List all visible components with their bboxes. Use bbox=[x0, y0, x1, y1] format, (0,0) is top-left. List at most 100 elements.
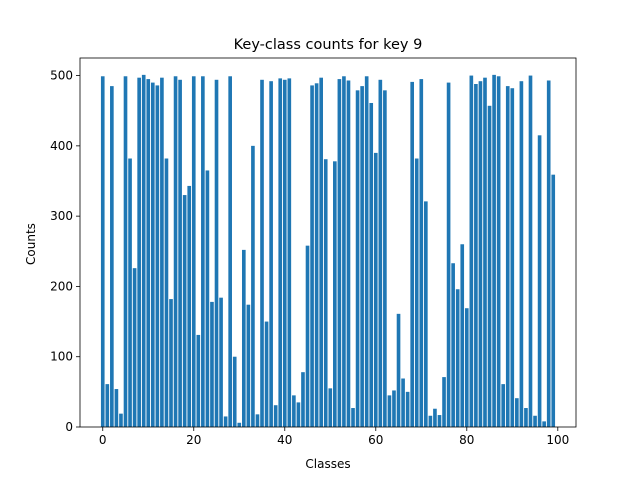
bar-class-82 bbox=[474, 84, 478, 428]
bar-class-44 bbox=[301, 372, 305, 427]
bar-class-52 bbox=[337, 79, 342, 427]
bar-class-79 bbox=[460, 244, 465, 427]
bar-class-51 bbox=[333, 161, 337, 427]
bar-class-69 bbox=[414, 158, 419, 427]
bar-class-16 bbox=[173, 76, 178, 427]
bar-class-41 bbox=[287, 78, 292, 427]
bar-class-67 bbox=[405, 391, 410, 427]
bar-class-38 bbox=[273, 405, 278, 427]
x-tick-label: 60 bbox=[368, 433, 383, 447]
bar-class-21 bbox=[196, 334, 201, 427]
bar-class-81 bbox=[469, 75, 474, 428]
bar-class-18 bbox=[182, 195, 187, 427]
bar-class-62 bbox=[383, 90, 387, 428]
bars-group bbox=[100, 74, 556, 428]
bar-class-8 bbox=[137, 77, 141, 428]
bar-class-74 bbox=[437, 415, 442, 427]
bar-class-63 bbox=[387, 395, 392, 427]
bar-class-55 bbox=[351, 408, 355, 427]
bar-class-90 bbox=[510, 88, 515, 428]
y-tick-label: 500 bbox=[50, 69, 73, 83]
x-tick-label: 0 bbox=[99, 433, 107, 447]
bar-class-53 bbox=[342, 76, 346, 427]
bar-class-83 bbox=[478, 81, 483, 428]
y-tick-label: 100 bbox=[50, 350, 73, 364]
bar-class-75 bbox=[442, 377, 446, 427]
bar-class-10 bbox=[146, 79, 151, 427]
bar-class-91 bbox=[515, 398, 519, 427]
bar-class-89 bbox=[505, 86, 510, 427]
bar-class-25 bbox=[214, 79, 219, 427]
bar-class-59 bbox=[369, 102, 374, 428]
bar-class-76 bbox=[446, 82, 451, 427]
bar-class-19 bbox=[187, 185, 192, 427]
bar-class-58 bbox=[364, 76, 369, 427]
bar-class-27 bbox=[223, 416, 228, 427]
bar-class-71 bbox=[424, 201, 428, 427]
bar-class-97 bbox=[542, 421, 546, 427]
bar-class-96 bbox=[537, 135, 542, 428]
bar-class-84 bbox=[483, 77, 487, 428]
bar-class-73 bbox=[433, 408, 437, 427]
bar-class-39 bbox=[278, 78, 283, 427]
bar-class-9 bbox=[141, 74, 146, 428]
y-tick-label: 300 bbox=[50, 209, 73, 223]
bar-class-47 bbox=[314, 83, 319, 427]
bar-class-87 bbox=[496, 76, 501, 427]
bar-class-95 bbox=[533, 415, 537, 427]
bar-class-5 bbox=[123, 76, 128, 427]
bar-class-29 bbox=[232, 356, 237, 427]
bar-class-36 bbox=[264, 321, 269, 427]
bar-class-42 bbox=[292, 395, 296, 427]
axes-group: 0 20 40 60 80 100 0 100 200 300 400 500 bbox=[50, 57, 577, 447]
bar-class-13 bbox=[160, 77, 164, 428]
bar-class-49 bbox=[323, 159, 328, 427]
x-tick-label: 20 bbox=[186, 433, 201, 447]
bar-class-48 bbox=[319, 77, 323, 428]
bar-class-43 bbox=[296, 402, 301, 427]
bar-class-34 bbox=[255, 414, 260, 427]
bar-class-4 bbox=[119, 413, 123, 427]
bar-class-85 bbox=[487, 105, 492, 428]
bar-class-32 bbox=[246, 304, 251, 427]
bar-class-77 bbox=[451, 263, 455, 427]
bar-class-72 bbox=[428, 415, 433, 427]
bar-class-35 bbox=[260, 79, 264, 427]
bar-class-3 bbox=[114, 389, 119, 427]
y-tick-label: 0 bbox=[65, 420, 73, 434]
x-axis-label: Classes bbox=[305, 457, 350, 471]
y-tick-label: 400 bbox=[50, 139, 73, 153]
x-tick-label: 80 bbox=[459, 433, 474, 447]
bar-class-88 bbox=[501, 384, 506, 427]
bar-class-12 bbox=[155, 85, 160, 427]
bar-class-2 bbox=[110, 86, 114, 427]
bar-class-61 bbox=[378, 79, 383, 427]
bar-class-17 bbox=[178, 79, 182, 427]
bar-class-14 bbox=[164, 158, 169, 427]
bar-class-22 bbox=[201, 76, 205, 427]
bar-class-0 bbox=[100, 76, 105, 427]
bar-class-30 bbox=[237, 422, 242, 427]
bar-class-54 bbox=[346, 80, 351, 428]
bar-class-40 bbox=[282, 79, 287, 427]
bar-class-26 bbox=[219, 297, 223, 427]
plot-frame bbox=[79, 57, 577, 428]
bar-class-31 bbox=[241, 249, 246, 427]
bar-class-11 bbox=[150, 82, 155, 427]
bar-class-80 bbox=[464, 308, 469, 427]
bar-class-68 bbox=[410, 81, 415, 427]
bar-class-45 bbox=[305, 245, 310, 427]
bar-class-24 bbox=[210, 301, 214, 427]
bar-class-66 bbox=[401, 378, 405, 427]
y-axis-label: Counts bbox=[24, 223, 38, 265]
bar-class-60 bbox=[373, 152, 378, 427]
bar-class-56 bbox=[355, 90, 360, 428]
bar-class-23 bbox=[205, 170, 210, 427]
bar-class-6 bbox=[128, 158, 132, 427]
bar-class-92 bbox=[519, 81, 524, 428]
bar-class-64 bbox=[392, 390, 396, 427]
bar-class-46 bbox=[310, 85, 314, 427]
bar-class-20 bbox=[191, 76, 196, 427]
bar-class-86 bbox=[492, 74, 496, 428]
chart-title: Key-class counts for key 9 bbox=[234, 37, 423, 53]
